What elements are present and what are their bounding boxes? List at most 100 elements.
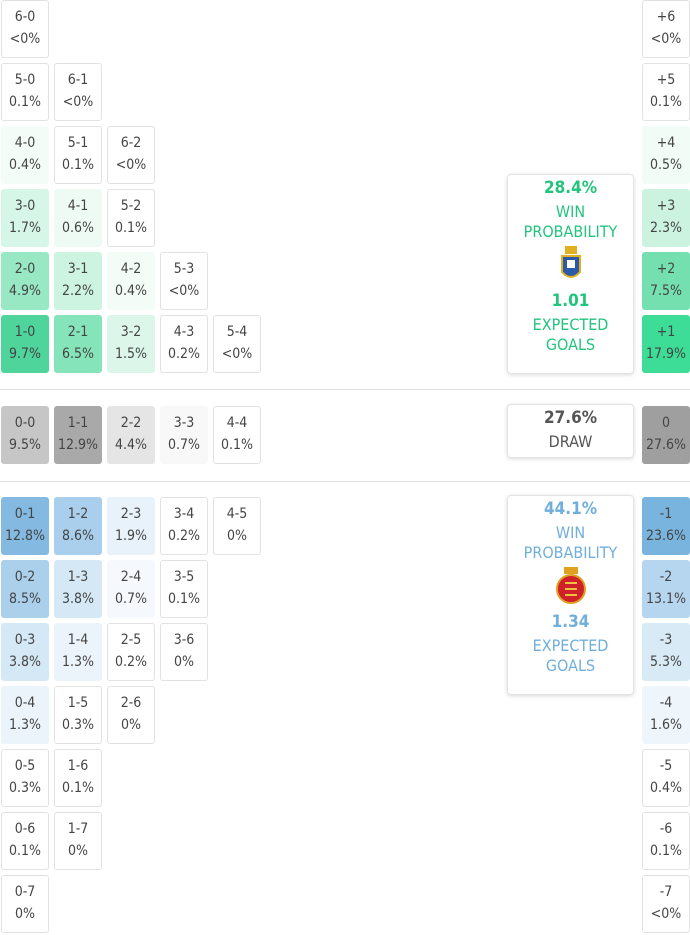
score-cell: 5-3 <0% [160,252,208,310]
score-cell: 1-1 12.9% [54,406,102,464]
score-cell: 0-2 8.5% [1,560,49,618]
score-label: 0-1 [14,506,36,522]
score-probability: 12.8% [4,528,45,544]
score-cell: 1-3 3.8% [54,560,102,618]
score-label: 2-6 [120,695,142,711]
score-label: 4-1 [67,198,89,214]
score-label: +1 [656,324,676,340]
score-label: -1 [659,506,673,522]
score-probability: 1.6% [650,717,682,733]
score-probability: 0.1% [62,780,94,796]
score-probability: 0% [68,843,88,859]
score-probability: 4.9% [9,283,41,299]
score-label: 3-0 [14,198,36,214]
home-card: 28.4% WIN PROBABILITY 1.01 EXPECTED GOAL… [507,174,634,374]
score-label: 1-7 [67,821,89,837]
score-cell: +2 7.5% [642,252,690,310]
score-label: 0-2 [14,569,36,585]
score-cell: 5-1 0.1% [54,126,102,184]
score-label: 5-1 [67,135,89,151]
score-cell: -4 1.6% [642,686,690,744]
score-probability: 12.9% [57,437,98,453]
score-probability: 0.1% [62,157,94,173]
separator [0,481,690,482]
score-probability: 0.4% [650,780,682,796]
score-cell: 4-1 0.6% [54,189,102,247]
score-probability: 23.6% [645,528,686,544]
score-probability: 1.3% [62,654,94,670]
score-probability: 0.1% [115,220,147,236]
score-label: 1-5 [67,695,89,711]
score-label: 2-3 [120,506,142,522]
score-label: 4-0 [14,135,36,151]
score-probability: 1.3% [9,717,41,733]
score-probability: 0.1% [650,843,682,859]
score-cell: 3-2 1.5% [107,315,155,373]
score-cell: 2-6 0% [107,686,155,744]
score-probability: 1.5% [115,346,147,362]
score-probability: 0.1% [168,591,200,607]
score-probability: 0.1% [9,843,41,859]
away-logo [555,567,586,604]
score-cell: 2-5 0.2% [107,623,155,681]
score-cell: -6 0.1% [642,812,690,870]
away-probability: 44.1% [543,499,598,519]
score-label: -7 [659,884,673,900]
score-cell: -7 <0% [642,875,690,933]
score-label: 4-4 [226,415,248,431]
score-label: 1-3 [67,569,89,585]
score-probability: 0.7% [168,437,200,453]
score-label: -2 [659,569,673,585]
score-probability: 1.7% [9,220,41,236]
score-cell: 4-0 0.4% [1,126,49,184]
score-label: 3-4 [173,506,195,522]
score-probability: 27.6% [645,437,686,453]
home-logo [560,246,581,278]
score-cell: 0-7 0% [1,875,49,933]
score-probability: 0.1% [221,437,253,453]
score-probability: <0% [62,94,94,110]
score-label: 3-5 [173,569,195,585]
score-label: 0-0 [14,415,36,431]
score-label: 2-4 [120,569,142,585]
score-cell: 1-5 0.3% [54,686,102,744]
away-xg: 1.34 [551,612,590,632]
score-cell: -1 23.6% [642,497,690,555]
score-label: 6-2 [120,135,142,151]
score-cell: 3-6 0% [160,623,208,681]
score-label: 3-1 [67,261,89,277]
score-cell: 4-4 0.1% [213,406,261,464]
score-label: 0-7 [14,884,36,900]
score-probability: 0.4% [9,157,41,173]
draw-label: DRAW [548,432,593,451]
score-label: 6-1 [67,72,89,88]
score-cell: 6-2 <0% [107,126,155,184]
score-cell: 0-3 3.8% [1,623,49,681]
score-probability: 0% [15,906,35,922]
score-label: 1-1 [67,415,89,431]
score-label: 0-3 [14,632,36,648]
score-cell: 0-5 0.3% [1,749,49,807]
score-probability: <0% [168,283,200,299]
score-label: 3-2 [120,324,142,340]
score-label: 3-3 [173,415,195,431]
score-cell: +6 <0% [642,0,690,58]
score-cell: -5 0.4% [642,749,690,807]
score-probability: 0.7% [115,591,147,607]
score-label: -5 [659,758,673,774]
score-label: 3-6 [173,632,195,648]
score-label: 1-6 [67,758,89,774]
score-label: +6 [656,9,676,25]
score-probability: 0.5% [650,157,682,173]
score-cell: 0-4 1.3% [1,686,49,744]
score-label: 0-4 [14,695,36,711]
home-probability-label: WIN PROBABILITY [523,202,618,241]
score-probability: 0.3% [9,780,41,796]
score-probability: 0% [227,528,247,544]
score-label: 4-2 [120,261,142,277]
score-cell: +5 0.1% [642,63,690,121]
score-label: 0 [661,415,670,431]
score-label: 4-3 [173,324,195,340]
score-label: 1-0 [14,324,36,340]
score-label: -3 [659,632,673,648]
